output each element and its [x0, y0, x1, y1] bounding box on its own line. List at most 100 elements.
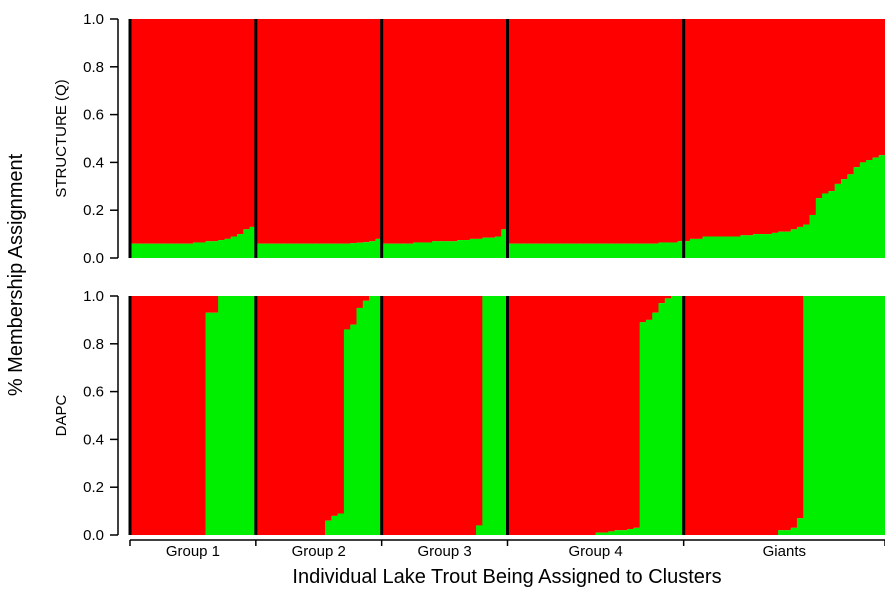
bar-green-segment [828, 296, 836, 535]
group-label: Group 4 [568, 543, 622, 560]
bar-green-segment [853, 167, 861, 258]
bar-green-segment [299, 243, 307, 258]
bar-red-segment [299, 19, 307, 244]
bar-red-segment [130, 296, 137, 535]
bar-green-segment [708, 236, 716, 258]
bar-green-segment [771, 232, 779, 258]
bar-green-segment [218, 240, 225, 258]
bar-red-segment [400, 19, 408, 244]
bar-green-segment [526, 243, 534, 258]
bar-green-segment [350, 243, 358, 258]
bar-green-segment [545, 243, 553, 258]
bar-red-segment [463, 296, 471, 535]
bar-red-segment [627, 296, 634, 530]
panel-1: 0.0 0.2 0.4 0.6 0.8 1.0 DAPC [53, 288, 885, 544]
bar-green-segment [249, 226, 257, 258]
bar-green-segment [413, 242, 421, 258]
bar-green-segment [494, 296, 502, 535]
bar-red-segment [645, 19, 653, 244]
bar-red-segment [255, 19, 263, 244]
bar-red-segment [350, 296, 358, 325]
bar-green-segment [595, 532, 603, 535]
bar-red-segment [432, 296, 439, 535]
bar-red-segment [312, 296, 320, 535]
bar-green-segment [564, 243, 572, 258]
bar-green-segment [796, 226, 804, 258]
bar-green-segment [620, 530, 628, 535]
bar-red-segment [878, 19, 885, 156]
bar-red-segment [457, 296, 465, 535]
bar-red-segment [734, 296, 741, 535]
bar-red-segment [576, 19, 584, 244]
bar-red-segment [142, 19, 150, 244]
bar-red-segment [526, 19, 534, 244]
bar-green-segment [331, 243, 339, 258]
bar-red-segment [620, 19, 628, 244]
bar-red-segment [255, 296, 263, 535]
bar-red-segment [425, 296, 433, 535]
bar-red-segment [608, 19, 616, 244]
bar-green-segment [834, 296, 842, 535]
bar-green-segment [765, 234, 773, 258]
bar-green-segment [639, 243, 647, 258]
y-tick-label: 0.6 [83, 107, 104, 124]
bar-red-segment [557, 296, 565, 535]
bar-red-segment [387, 19, 395, 244]
bar-red-segment [689, 296, 697, 535]
bar-red-segment [387, 296, 395, 535]
bar-red-segment [513, 19, 521, 244]
bar-red-segment [318, 19, 326, 244]
bar-green-segment [356, 242, 364, 258]
bar-red-segment [293, 19, 301, 244]
bar-red-segment [274, 296, 282, 535]
bar-red-segment [557, 19, 565, 244]
bar-red-segment [601, 296, 609, 533]
bar-green-segment [859, 296, 867, 535]
bar-red-segment [155, 296, 163, 535]
bar-red-segment [148, 296, 156, 535]
bar-green-segment [532, 243, 540, 258]
bar-red-segment [488, 19, 496, 238]
bar-red-segment [444, 19, 452, 242]
bar-green-segment [343, 243, 351, 258]
bar-red-segment [683, 19, 691, 242]
bar-red-segment [538, 19, 546, 244]
bar-red-segment [545, 296, 553, 535]
bar-green-segment [822, 296, 829, 535]
bar-red-segment [589, 296, 597, 535]
bar-red-segment [696, 19, 704, 239]
bar-red-segment [343, 19, 351, 244]
bar-red-segment [211, 296, 219, 313]
bar-green-segment [727, 236, 735, 258]
bar-red-segment [406, 296, 414, 535]
bar-green-segment [476, 525, 483, 535]
bar-green-segment [400, 243, 408, 258]
bar-green-segment [142, 243, 150, 258]
bar-green-segment [255, 243, 263, 258]
bar-green-segment [671, 242, 678, 258]
bar-red-segment [507, 296, 515, 535]
bar-green-segment [476, 238, 483, 258]
bar-red-segment [136, 296, 144, 535]
y-axis-title: % Membership Assignment [5, 153, 27, 396]
bar-red-segment [740, 19, 748, 236]
bar-red-segment [236, 19, 244, 235]
bar-green-segment [645, 319, 653, 535]
bar-green-segment [174, 243, 181, 258]
bar-red-segment [482, 19, 490, 238]
bar-green-segment [325, 243, 332, 258]
bar-green-segment [696, 238, 704, 258]
bar-red-segment [186, 19, 194, 244]
bar-green-segment [664, 242, 672, 258]
bar-green-segment [369, 241, 376, 258]
bar-red-segment [130, 19, 137, 244]
panel-label: STRUCTURE (Q) [53, 79, 70, 197]
bar-red-segment [350, 19, 358, 244]
bar-red-segment [312, 19, 320, 244]
group-labels: Group 1 Group 2 Group 3 Group 4 Giants [129, 539, 885, 560]
bar-green-segment [822, 193, 829, 258]
y-tick-label: 0.0 [83, 250, 104, 267]
panel-label: DAPC [53, 395, 70, 437]
bar-green-segment [809, 214, 817, 258]
bar-red-segment [520, 296, 527, 535]
